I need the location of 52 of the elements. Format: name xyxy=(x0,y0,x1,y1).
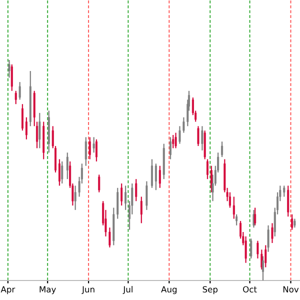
candlestick xyxy=(88,136,91,160)
x-tick-label: Oct xyxy=(243,286,257,293)
x-tick-label: Apr xyxy=(0,286,16,294)
candlestick xyxy=(264,244,267,268)
candlestick xyxy=(232,196,235,220)
candlestick xyxy=(146,180,148,210)
candlestick xyxy=(172,134,174,149)
candlestick xyxy=(250,238,252,260)
candlestick xyxy=(267,224,270,252)
candlestick xyxy=(236,214,238,226)
candlestick xyxy=(206,158,208,180)
candlestick xyxy=(197,126,200,147)
candlestick xyxy=(95,138,98,162)
candlestick xyxy=(283,185,286,198)
candlestick xyxy=(61,160,64,184)
candlestick xyxy=(66,152,68,180)
candlestick xyxy=(84,136,87,166)
candlestick xyxy=(135,178,138,202)
x-tick-label: Sep xyxy=(202,286,218,294)
candlestick xyxy=(8,59,10,78)
candlestick xyxy=(25,116,28,140)
candlestick xyxy=(38,112,41,149)
candlestick xyxy=(14,90,17,105)
candlestick xyxy=(158,165,161,188)
candlestick xyxy=(21,104,24,132)
candlestick xyxy=(174,132,177,149)
candlestick xyxy=(98,174,100,193)
candlestick xyxy=(271,222,274,244)
candlestick xyxy=(254,207,256,226)
candlestick xyxy=(287,185,290,218)
candlestick xyxy=(291,214,294,230)
x-tick-label: Jul xyxy=(122,286,132,294)
x-tick-label: May xyxy=(40,286,56,294)
x-tick-label: Jun xyxy=(82,286,94,294)
candlestick xyxy=(74,185,76,210)
candlestick xyxy=(140,196,142,224)
candlestick xyxy=(120,182,123,206)
candlestick xyxy=(221,141,224,158)
candlestick xyxy=(18,81,21,100)
candlestick xyxy=(244,236,247,264)
candlestick xyxy=(154,163,157,191)
candlestick xyxy=(169,136,172,160)
candlestick xyxy=(124,185,127,210)
candlestick xyxy=(150,158,153,188)
candlestick xyxy=(92,136,95,154)
candlestick xyxy=(178,126,181,144)
candlestick xyxy=(201,126,204,151)
candlestick xyxy=(58,158,60,186)
candlestick xyxy=(10,64,13,92)
x-tick-label: Nov xyxy=(283,286,299,293)
x-tick-label: Aug xyxy=(161,286,177,294)
candlestick xyxy=(228,192,231,208)
